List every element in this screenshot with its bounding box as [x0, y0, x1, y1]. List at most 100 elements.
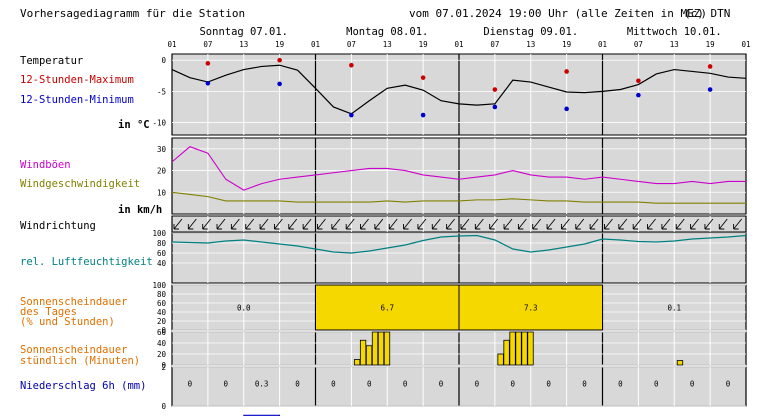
hour-tick-label: 19 [419, 40, 428, 49]
y-tick-sunh: 0 [161, 361, 166, 370]
precip-label: 0 [654, 380, 659, 389]
y-tick-wind: 20 [157, 167, 167, 176]
wind-arrow [446, 218, 455, 230]
hour-tick-label: 19 [275, 40, 284, 49]
y-tick-sunh: 20 [157, 350, 167, 359]
wind-arrow [230, 218, 240, 230]
label-max: 12-Stunden-Maximum [20, 74, 134, 86]
precip-label: 0 [582, 380, 587, 389]
y-tick-hum: 60 [157, 249, 167, 258]
wind-arrow [317, 218, 326, 230]
hour-tick-label: 07 [203, 40, 212, 49]
y-tick-hum: 100 [152, 229, 166, 238]
wind-arrow [718, 218, 728, 230]
y-tick-temp: -10 [152, 119, 166, 128]
precip-label: 0 [188, 380, 193, 389]
header-title: Vorhersagediagramm für die Station [20, 7, 246, 20]
y-tick-prec: 2 [161, 363, 166, 372]
max-point [205, 61, 211, 66]
wind-arrow [374, 218, 384, 230]
hour-tick-label: 01 [598, 40, 607, 49]
wind-arrow [517, 218, 527, 230]
max-point [349, 62, 354, 68]
hour-tick-label: 01 [311, 40, 320, 49]
label-min: 12-Stunden-Minimum [20, 94, 134, 106]
label-sun-daily-2: des Tages [20, 306, 77, 318]
hour-tick-label: 13 [670, 40, 679, 49]
y-tick-wind: 30 [157, 145, 167, 154]
precip-label: 0 [224, 380, 229, 389]
min-point [349, 112, 354, 118]
min-point [707, 87, 713, 92]
y-tick-hum: 40 [157, 259, 167, 268]
temperature-line [171, 64, 747, 115]
sun-hourly-bar [377, 331, 385, 366]
min-point [636, 92, 641, 98]
y-tick-prec: 0 [161, 402, 166, 411]
label-sun-daily-3: (% und Stunden) [20, 316, 115, 328]
hour-tick-label: 01 [741, 40, 750, 49]
y-tick-temp: -5 [157, 87, 166, 96]
y-tick-hum: 80 [157, 239, 167, 248]
gusts-line [171, 146, 746, 191]
hour-tick-label: 19 [706, 40, 715, 49]
wind-arrow [589, 218, 599, 230]
wind-arrow [331, 218, 341, 230]
wind-arrow [202, 218, 212, 230]
wind-arrow [704, 218, 714, 230]
day-label: Mittwoch 10.01. [627, 26, 722, 38]
sun-hourly-bar [676, 360, 684, 366]
max-point [492, 87, 498, 92]
day-label: Sonntag 07.01. [199, 26, 288, 38]
wind-arrow [474, 218, 484, 230]
wind-arrow [245, 218, 255, 230]
label-gusts: Windböen [20, 159, 71, 171]
sun-daily-bar [315, 284, 460, 331]
wind-arrow [675, 218, 685, 230]
label-sun-hourly-2: stündlich (Minuten) [20, 355, 141, 367]
y-tick-sund: 40 [157, 308, 167, 317]
hour-tick-label: 07 [634, 40, 643, 49]
wind-arrow [417, 218, 427, 230]
y-tick-sund: 80 [157, 290, 167, 299]
y-tick-sund: 20 [157, 317, 167, 326]
precip-label: 0.3 [255, 380, 269, 389]
y-tick-temp: 0 [161, 56, 166, 65]
wind-arrow [345, 218, 355, 230]
sun-hourly-bar [365, 345, 373, 366]
wind-arrow [360, 218, 369, 230]
wind-arrow [259, 218, 269, 230]
hour-tick-label: 13 [383, 40, 392, 49]
hour-tick-label: 01 [167, 40, 176, 49]
min-point [205, 80, 211, 86]
wind-arrow [546, 218, 556, 230]
hour-tick-label: 19 [562, 40, 571, 49]
max-point [707, 64, 713, 69]
y-tick-sunh: 60 [157, 328, 167, 337]
day-label: Montag 08.01. [346, 26, 428, 38]
y-tick-sunh: 40 [157, 339, 167, 348]
sun-hourly-bar [521, 331, 528, 366]
wind-arrow [388, 218, 398, 230]
label-wind-speed: Windgeschwindigkeit [20, 178, 141, 190]
sun-hourly-bar [497, 353, 504, 366]
precip-label: 0 [690, 380, 695, 389]
label-wind-unit: in km/h [118, 204, 163, 216]
max-point [564, 69, 569, 74]
hour-tick-label: 01 [454, 40, 463, 49]
min-point [277, 81, 282, 87]
label-temperature: Temperatur [20, 55, 84, 67]
label-sun-daily-1: Sonnenscheindauer [20, 296, 128, 308]
wind-arrow [604, 218, 613, 230]
min-point [492, 104, 498, 110]
min-point [564, 106, 569, 112]
sun-hourly-bar [359, 339, 367, 366]
humidity-line [171, 234, 747, 254]
precip-label: 0 [331, 380, 336, 389]
y-tick-sund: 0 [161, 326, 166, 335]
wind-arrow [273, 218, 283, 230]
precip-label: 0 [439, 380, 444, 389]
wind-arrow [560, 218, 570, 230]
wind-arrow [288, 218, 298, 230]
